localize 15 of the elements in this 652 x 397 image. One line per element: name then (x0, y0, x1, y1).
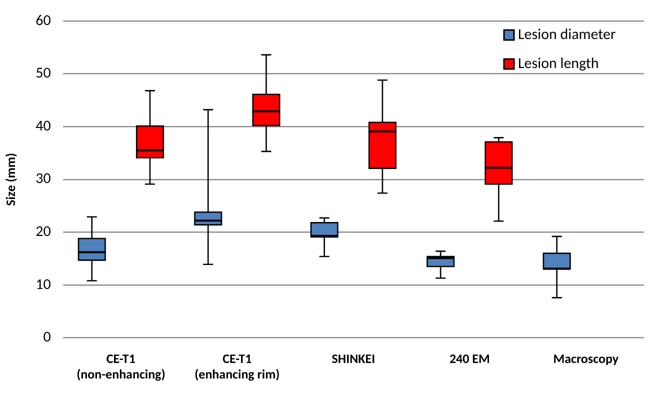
y-tick-label: 0 (43, 328, 52, 347)
y-tick-label: 20 (36, 222, 52, 241)
y-tick-label: 60 (36, 12, 52, 30)
x-tick-label: CE-T1 (enhancing rim) (194, 352, 280, 382)
x-tick-label: CE-T1 (non-enhancing) (76, 352, 166, 382)
y-tick-label: 40 (36, 117, 52, 136)
x-tick-label: SHINKEI (332, 352, 376, 367)
legend-label: Lesion length (518, 54, 599, 73)
x-tick-label: Macroscopy (553, 352, 620, 367)
y-tick-label: 30 (36, 170, 52, 188)
legend-label: Lesion diameter (518, 26, 616, 44)
y-tick-label: 50 (36, 64, 52, 83)
x-tick-label: 240 EM (449, 352, 490, 367)
y-tick-label: 10 (36, 276, 52, 294)
y-axis-title: Size (mm) (4, 152, 20, 206)
